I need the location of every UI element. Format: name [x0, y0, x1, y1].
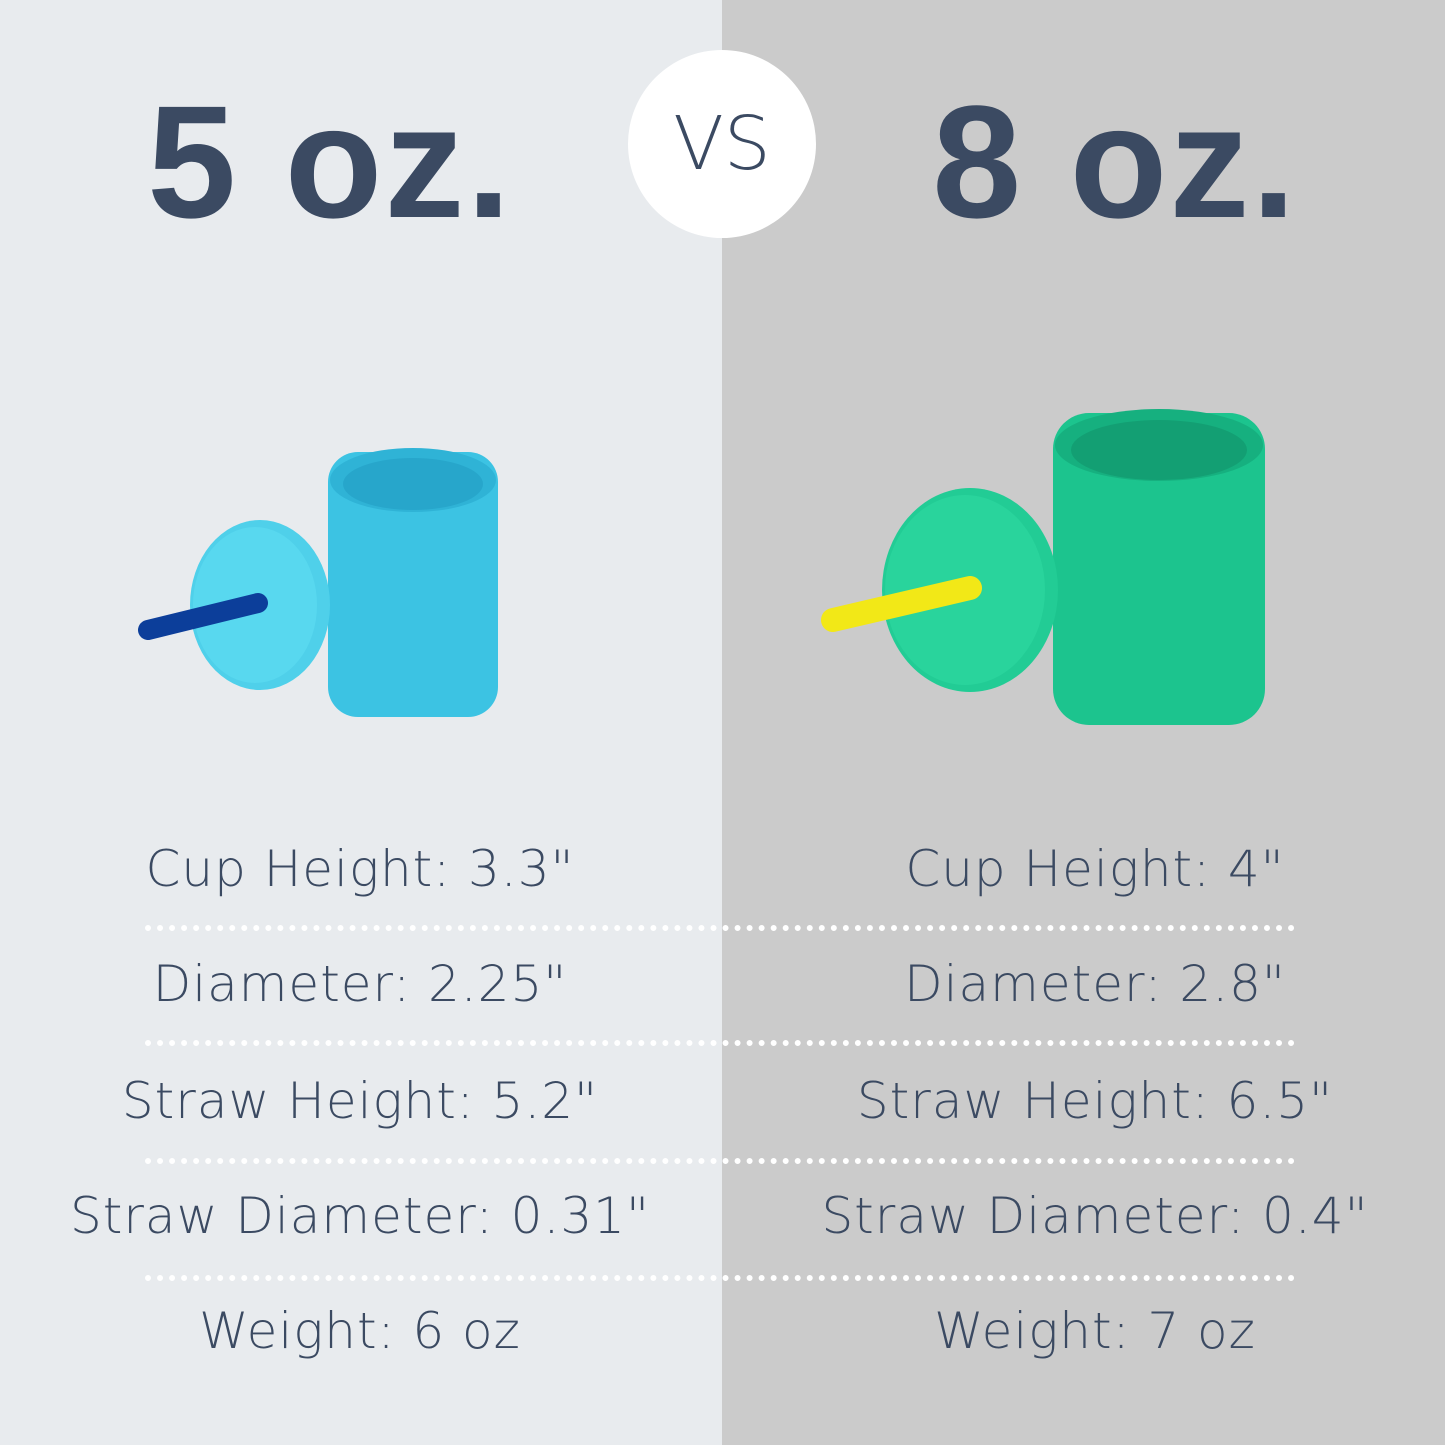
dotted-divider [145, 1275, 1295, 1281]
right-spec-cup-height: Cup Height: 4" [905, 840, 1285, 898]
left-panel [0, 0, 722, 1445]
left-spec-straw-height: Straw Height: 5.2" [121, 1072, 599, 1130]
right-capacity: 8 oz. [932, 72, 1298, 251]
right-spec-diameter: Diameter: 2.8" [904, 955, 1286, 1013]
vs-label: VS [673, 101, 771, 187]
right-spec-straw-height: Straw Height: 6.5" [856, 1072, 1334, 1130]
left-spec-cup-height: Cup Height: 3.3" [145, 840, 575, 898]
left-spec-diameter: Diameter: 2.25" [152, 955, 568, 1013]
left-capacity: 5 oz. [147, 72, 513, 251]
left-spec-weight: Weight: 6 oz [199, 1302, 521, 1360]
right-spec-straw-diameter: Straw Diameter: 0.4" [821, 1187, 1369, 1245]
dotted-divider [145, 925, 1295, 931]
left-spec-straw-diameter: Straw Diameter: 0.31" [70, 1187, 650, 1245]
right-spec-weight: Weight: 7 oz [934, 1302, 1256, 1360]
dotted-divider [145, 1040, 1295, 1046]
large-cup-image [821, 409, 1265, 725]
vs-badge: VS [628, 50, 816, 238]
dotted-divider [145, 1158, 1295, 1164]
small-cup-image [138, 448, 498, 717]
